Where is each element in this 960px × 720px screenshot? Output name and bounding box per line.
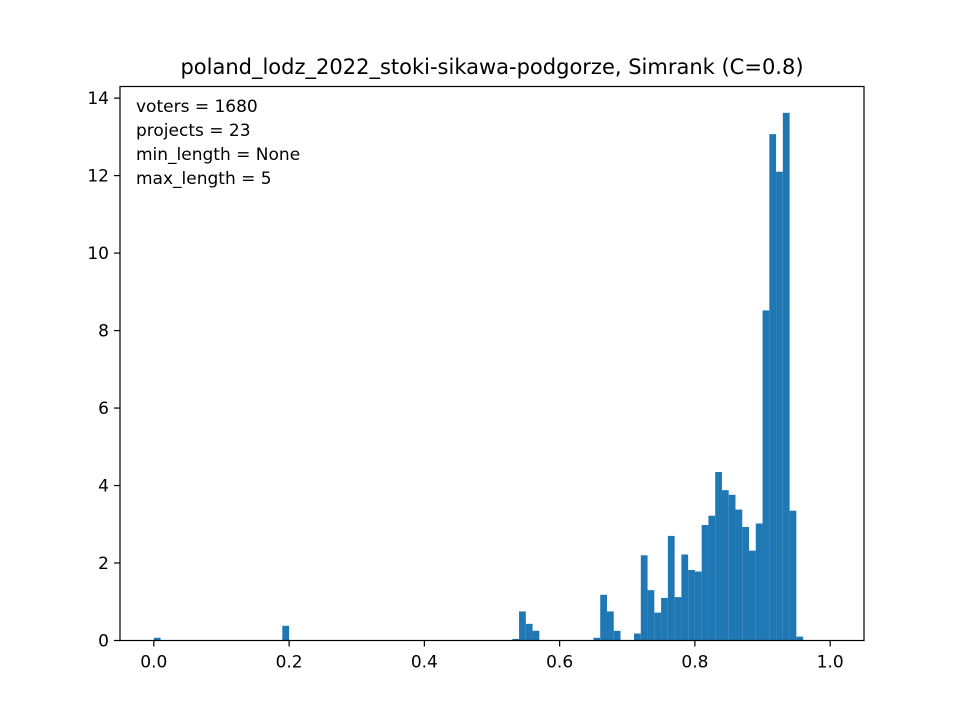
plot-frame [119, 85, 865, 642]
histogram-bar-30 [769, 134, 777, 641]
x-axis: 0.0 0.2 0.4 0.6 0.8 1.0 [140, 640, 844, 673]
histogram-bar-22 [715, 471, 722, 641]
histogram-bar-3 [519, 611, 526, 641]
x-tick-label: 0.0 [140, 653, 167, 673]
histogram-bar-24 [728, 494, 736, 641]
x-tick-label: 0.8 [681, 653, 708, 673]
histogram-bar-31 [776, 171, 783, 641]
histogram-bar-27 [749, 550, 756, 641]
histogram-bar-1 [282, 625, 290, 641]
x-tick-label: 0.2 [276, 653, 303, 673]
y-tick-label: 0 [98, 632, 109, 652]
y-tick-label: 2 [98, 554, 109, 574]
histogram-bar-32 [782, 112, 790, 641]
histogram-bar-25 [735, 509, 743, 641]
histogram-bar-8 [606, 611, 614, 641]
histogram-bar-0 [153, 637, 161, 641]
chart-title: poland_lodz_2022_stoki-sikawa-podgorze, … [180, 55, 803, 80]
annotation-line: min_length = None [136, 145, 300, 165]
histogram-bar-15 [667, 535, 675, 641]
annotation-line: max_length = 5 [136, 169, 272, 189]
histogram-bar-33 [789, 510, 797, 641]
x-tick-label: 0.6 [546, 653, 573, 673]
annotation-line: projects = 23 [136, 121, 251, 141]
histogram-bar-20 [701, 525, 709, 641]
y-tick-label: 12 [87, 167, 109, 187]
y-tick-label: 8 [98, 322, 109, 342]
histogram-bar-5 [532, 630, 540, 641]
histogram-bar-26 [742, 526, 750, 641]
histogram-bar-29 [762, 310, 770, 641]
histogram-bar-21 [708, 515, 716, 641]
y-axis: 0 2 4 6 8 10 12 14 [87, 89, 120, 652]
y-tick-label: 6 [98, 399, 109, 419]
histogram-bar-4 [525, 623, 533, 641]
histogram-bar-12 [647, 590, 655, 641]
y-tick-label: 10 [87, 244, 109, 264]
histogram-bar-16 [674, 597, 682, 641]
histogram-bar-23 [721, 490, 729, 641]
bars-group [153, 112, 804, 641]
histogram-bar-34 [796, 636, 804, 641]
annotation-line: voters = 1680 [136, 97, 258, 117]
histogram-bar-14 [661, 597, 668, 641]
y-tick-label: 4 [98, 477, 109, 497]
histogram-bar-18 [688, 569, 695, 641]
histogram-bar-28 [755, 523, 763, 641]
histogram-bar-7 [600, 594, 607, 641]
histogram-bar-11 [640, 555, 648, 641]
histogram-bar-6 [593, 637, 601, 641]
x-tick-label: 1.0 [817, 653, 844, 673]
y-tick-label: 14 [87, 89, 109, 109]
x-tick-label: 0.4 [411, 653, 438, 673]
histogram-bar-17 [681, 554, 689, 641]
histogram-bar-9 [613, 630, 621, 641]
histogram-bar-2 [512, 638, 520, 641]
histogram-bar-19 [694, 571, 702, 641]
histogram-bar-13 [654, 612, 662, 641]
histogram-bar-10 [634, 633, 641, 641]
annotation-box: voters = 1680 projects = 23 min_length = N… [136, 97, 300, 189]
